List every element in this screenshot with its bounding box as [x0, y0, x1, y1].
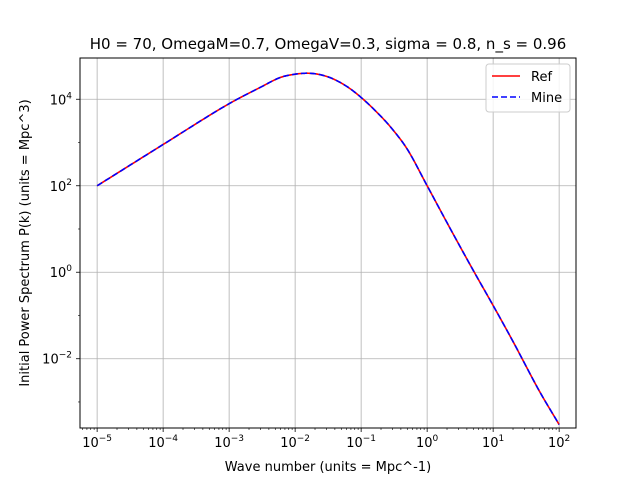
legend: Ref Mine	[485, 63, 571, 113]
x-axis-label: Wave number (units = Mpc^-1)	[225, 460, 431, 475]
y-tick-label: 10−2	[42, 351, 72, 368]
axis-ticks: 10−5 10−4 10−3 10−2 10−1 100 101 102 10−2 100 102 1…	[42, 91, 570, 451]
x-tick-label: 10−5	[82, 434, 112, 451]
series-layer	[96, 72, 560, 425]
x-tick-label: 102	[548, 434, 570, 451]
y-tick-label: 104	[50, 91, 73, 108]
y-tick-label: 102	[50, 178, 72, 195]
series-line-mine	[96, 72, 560, 425]
y-tick-label: 100	[50, 264, 73, 281]
x-tick-label: 10−3	[214, 434, 244, 451]
grid-lines	[80, 58, 576, 428]
x-tick-label: 10−1	[346, 434, 376, 451]
plot-frame	[79, 57, 577, 429]
legend-label-ref: Ref	[531, 70, 552, 85]
x-tick-label: 10−2	[280, 434, 310, 451]
chart-title: H0 = 70, OmegaM=0.7, OmegaV=0.3, sigma =…	[90, 35, 567, 54]
x-tick-label: 10−4	[148, 434, 178, 451]
x-tick-label: 101	[482, 434, 504, 451]
y-axis-label: Initial Power Spectrum P(k) (units = Mpc…	[18, 99, 33, 386]
x-tick-label: 100	[416, 434, 439, 451]
legend-label-mine: Mine	[531, 91, 562, 106]
